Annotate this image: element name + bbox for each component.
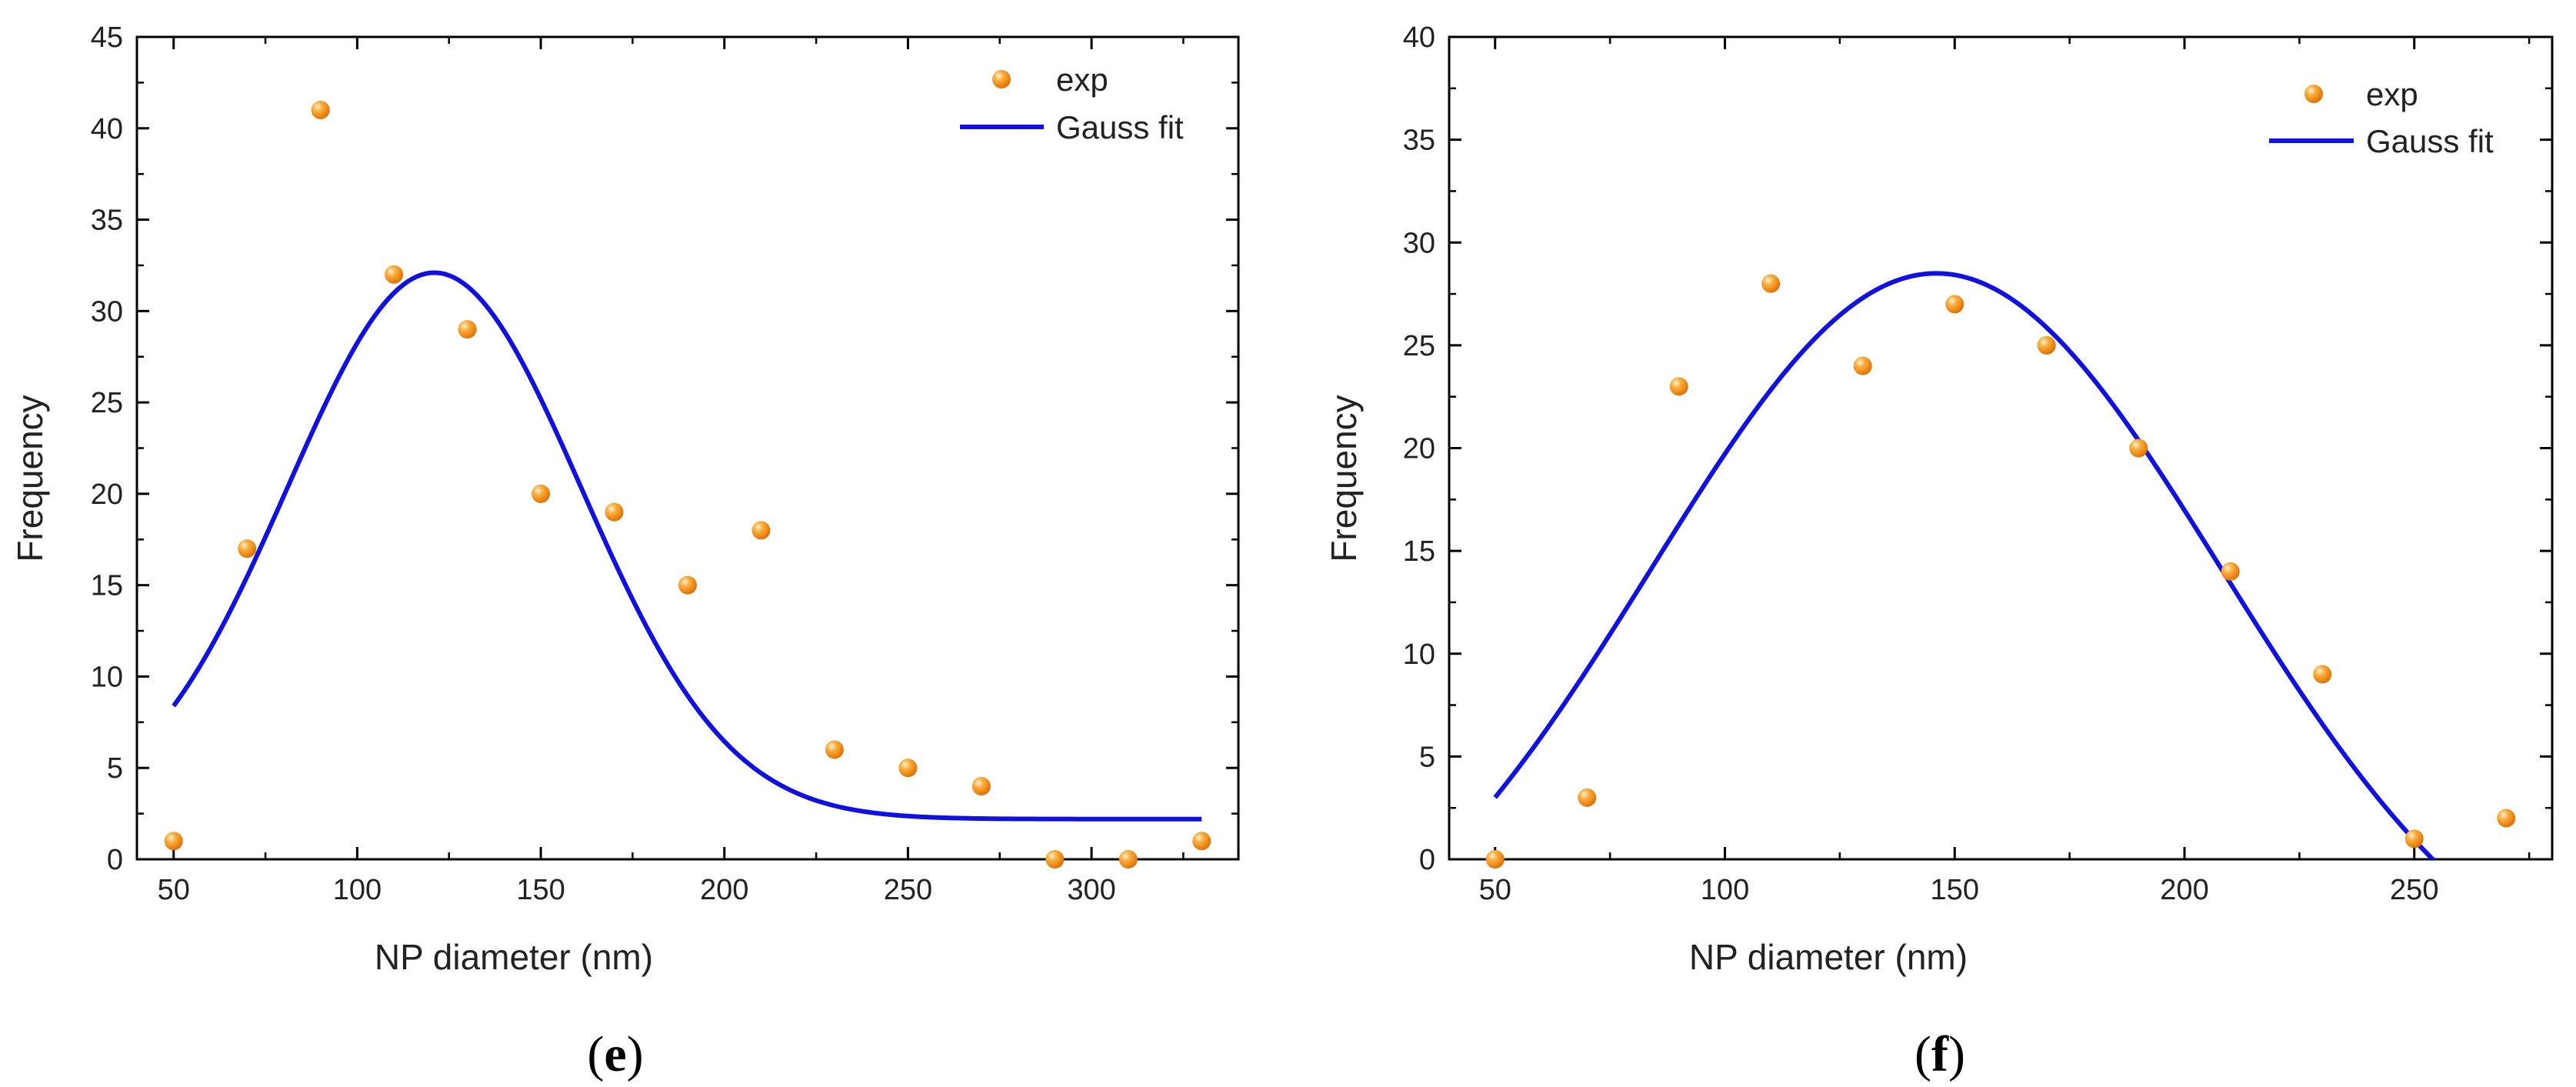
y-axis-title: Frequency	[1324, 395, 1364, 562]
y-tick-label: 30	[1403, 227, 1435, 259]
x-axis-title: NP diameter (nm)	[375, 937, 653, 977]
x-tick-label: 100	[333, 874, 382, 906]
y-tick-label: 0	[1419, 844, 1435, 876]
y-axis-title: Frequency	[10, 395, 50, 562]
x-tick-label: 250	[884, 874, 932, 906]
data-point-exp	[2313, 665, 2332, 684]
x-tick-label: 200	[700, 874, 748, 906]
data-point-exp	[678, 575, 697, 595]
y-tick-label: 20	[1403, 433, 1435, 465]
x-tick-label: 250	[2390, 874, 2438, 906]
y-tick-label: 10	[1403, 639, 1435, 671]
y-tick-label: 5	[107, 752, 123, 785]
data-point-exp	[2129, 438, 2148, 458]
y-tick-label: 35	[91, 205, 123, 237]
data-point-exp	[238, 539, 257, 559]
gauss-fit-line	[1493, 271, 2437, 859]
data-point-exp	[458, 320, 477, 339]
data-point-exp	[311, 101, 330, 120]
y-tick-label: 45	[91, 22, 123, 54]
data-point-exp	[1945, 295, 1964, 314]
panel-label-f: f	[1931, 1026, 1949, 1082]
data-point-exp	[1485, 850, 1505, 869]
data-point-exp	[898, 759, 918, 778]
y-tick-label: 40	[91, 113, 123, 145]
data-point-exp	[164, 832, 183, 851]
legend-exp-marker	[2304, 85, 2323, 103]
legend-exp-label: exp	[2366, 76, 2418, 112]
y-tick-label: 25	[91, 387, 123, 419]
legend: exp Gauss fit	[960, 62, 1184, 145]
legend-exp-label: exp	[1056, 62, 1108, 98]
plot-area: 0 5 10 15 20 25 30 35 40 45 50 100 150 200 250 300	[91, 22, 1240, 906]
data-point-exp	[1045, 850, 1065, 869]
panel-caption-e: (e)	[587, 1026, 643, 1082]
y-tick-label: 15	[91, 570, 123, 602]
data-point-exp	[2497, 809, 2516, 828]
legend-gauss-label: Gauss fit	[2366, 123, 2494, 159]
data-point-exp	[1669, 377, 1688, 396]
data-point-exp	[532, 484, 551, 503]
y-tick-label: 25	[1403, 330, 1435, 362]
data-point-exp	[2404, 829, 2424, 849]
data-point-exp	[1192, 832, 1211, 851]
x-tick-label: 150	[516, 874, 565, 906]
gauss-fit-line	[172, 270, 1202, 822]
plot-area: 0 5 10 15 20 25 30 35 40 50 100 150 200 250	[1403, 22, 2554, 906]
data-point-exp	[971, 776, 991, 795]
x-tick-label: 50	[158, 874, 190, 906]
panel-label-e: e	[604, 1026, 626, 1082]
data-point-exp	[1853, 356, 1872, 375]
data-point-exp	[751, 521, 771, 540]
data-point-exp	[385, 265, 404, 284]
y-tick-label: 40	[1403, 22, 1435, 54]
x-axis-title: NP diameter (nm)	[1689, 937, 1968, 977]
data-point-exp	[1118, 850, 1138, 869]
y-tick-label: 30	[91, 295, 123, 328]
y-tick-label: 5	[1419, 741, 1435, 773]
y-tick-label: 0	[107, 844, 123, 876]
x-tick-label: 50	[1479, 874, 1511, 906]
y-tick-label: 20	[91, 478, 123, 511]
legend-exp-marker	[992, 70, 1011, 88]
x-tick-label: 300	[1067, 874, 1115, 906]
data-point-exp	[2221, 562, 2240, 581]
data-point-exp	[2037, 335, 2056, 355]
chart-panel-e: 0 5 10 15 20 25 30 35 40 45 50 100 150 200 250 300 Freq…	[10, 22, 1240, 1082]
y-tick-label: 35	[1403, 125, 1435, 157]
plot-frame	[135, 35, 1240, 861]
x-tick-label: 200	[2160, 874, 2208, 906]
y-tick-label: 15	[1403, 535, 1435, 568]
x-tick-label: 150	[1931, 874, 1979, 906]
plot-frame	[1448, 35, 2554, 861]
data-point-exp	[605, 502, 624, 522]
x-tick-label: 100	[1701, 874, 1749, 906]
data-point-exp	[1761, 274, 1781, 293]
chart-panel-f: 0 5 10 15 20 25 30 35 40 50 100 150 200 250 Frequency…	[1324, 22, 2554, 1082]
legend: exp Gauss fit	[2269, 76, 2494, 159]
legend-gauss-label: Gauss fit	[1056, 109, 1184, 145]
y-tick-label: 10	[91, 661, 123, 693]
data-point-exp	[825, 740, 844, 759]
data-point-exp	[1578, 788, 1597, 807]
panel-caption-f: (f)	[1915, 1026, 1965, 1082]
